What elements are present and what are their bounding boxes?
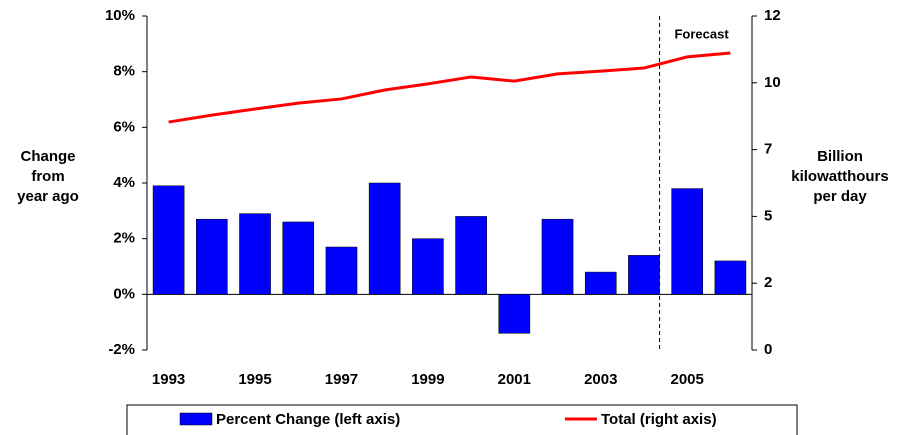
y-tick-label: 2% [113,230,135,247]
y2-tick-label: 5 [764,207,772,224]
bar [498,294,531,334]
y2-tick-label: 2 [764,274,772,291]
y2-axis-label: kilowatthours [791,168,889,185]
x-tick-label: 1999 [411,371,444,388]
y-tick-label: -2% [108,341,135,358]
bar [628,255,660,295]
y-tick-label: 10% [105,7,135,24]
y2-tick-label: 0 [764,341,772,358]
y-tick-label: 6% [113,118,135,135]
y-tick-label: 4% [113,174,135,191]
y-axis-label: year ago [17,188,79,205]
y2-axis-label: per day [813,188,867,205]
x-tick-label: 1997 [325,371,358,388]
legend-swatch [179,412,213,426]
y-tick-label: 8% [113,63,135,80]
x-tick-label: 2005 [670,371,703,388]
y2-axis-label: Billion [817,148,863,165]
bar [152,185,185,295]
x-tick-label: 1995 [238,371,271,388]
bar [541,218,574,295]
x-tick-label: 2001 [498,371,531,388]
x-tick-label: 2003 [584,371,617,388]
bar [412,238,444,295]
bar [455,216,487,295]
annotation: Forecast [674,26,729,41]
line [168,51,731,124]
y-axis-label: Change [20,148,75,165]
bar [282,221,315,295]
bar [239,213,271,295]
bar [325,246,358,295]
y2-tick-label: 10 [764,74,781,91]
y-tick-label: 0% [113,285,135,302]
legend-label: Percent Change (left axis) [216,411,400,428]
bar [196,218,228,295]
bar [714,260,747,295]
legend-label: Total (right axis) [601,411,717,428]
legend-box [126,404,798,435]
x-tick-label: 1993 [152,371,185,388]
y2-tick-label: 7 [764,141,772,158]
bar [368,182,401,295]
y2-tick-label: 12 [764,7,781,24]
y-axis-label: from [31,168,64,185]
bar [671,188,703,295]
bar [584,271,617,295]
